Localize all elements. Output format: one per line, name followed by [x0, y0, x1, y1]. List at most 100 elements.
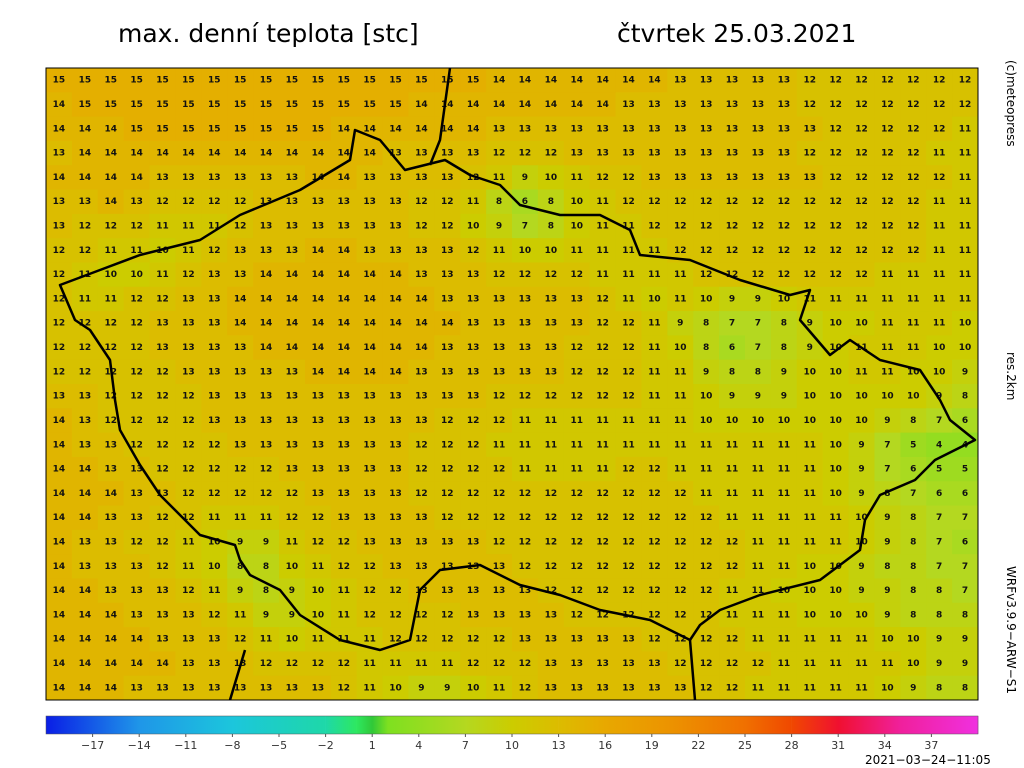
field-cell — [615, 189, 642, 215]
field-cell — [201, 432, 228, 458]
field-cell — [615, 311, 642, 336]
field-cell — [408, 92, 435, 118]
grid-value: 12 — [570, 392, 583, 402]
field-cell — [201, 92, 228, 118]
grid-value: 12 — [933, 124, 946, 134]
grid-value: 12 — [545, 562, 558, 572]
field-cell — [667, 456, 694, 482]
grid-value: 11 — [312, 562, 325, 572]
field-cell — [460, 335, 487, 361]
grid-value: 7 — [884, 465, 890, 475]
field-cell — [537, 554, 565, 579]
field-cell — [512, 165, 539, 191]
grid-value: 12 — [545, 513, 558, 523]
grid-value: 11 — [674, 465, 687, 475]
grid-value: 11 — [519, 465, 532, 475]
grid-value: 12 — [312, 538, 325, 548]
field-cell — [227, 140, 254, 166]
field-cell — [486, 238, 513, 263]
field-cell — [486, 92, 513, 118]
field-cell — [434, 213, 461, 239]
grid-value: 14 — [312, 343, 325, 353]
field-cell — [745, 92, 772, 118]
grid-value: 12 — [415, 465, 428, 475]
field-cell — [848, 238, 875, 263]
field-cell — [615, 578, 642, 604]
field-cell — [926, 554, 953, 579]
grid-value: 12 — [907, 100, 920, 110]
field-cell — [615, 675, 642, 701]
field-cell — [175, 651, 202, 677]
grid-value: 11 — [622, 294, 635, 304]
grid-value: 12 — [726, 246, 739, 256]
grid-value: 12 — [907, 76, 920, 86]
field-cell — [71, 529, 99, 555]
field-cell — [926, 456, 953, 482]
grid-value: 14 — [53, 489, 66, 499]
grid-value: 12 — [674, 197, 687, 207]
field-cell — [304, 505, 332, 531]
grid-value: 10 — [907, 659, 920, 669]
grid-value: 10 — [803, 586, 816, 596]
grid-value: 14 — [545, 76, 558, 86]
field-cell — [615, 627, 642, 652]
grid-value: 11 — [415, 659, 428, 669]
grid-value: 5 — [962, 465, 968, 475]
field-cell — [46, 116, 73, 142]
grid-value: 10 — [803, 416, 816, 426]
field-cell — [796, 408, 824, 434]
grid-value: 15 — [260, 76, 273, 86]
field-cell — [201, 408, 228, 434]
grid-value: 14 — [53, 173, 66, 183]
field-cell — [304, 602, 332, 628]
field-cell — [926, 651, 953, 677]
field-cell — [486, 675, 513, 701]
field-cell — [330, 311, 358, 336]
grid-value: 13 — [519, 319, 532, 329]
field-cell — [253, 384, 280, 409]
field-cell — [123, 189, 151, 215]
field-cell — [719, 481, 746, 507]
field-cell — [641, 213, 668, 239]
grid-value: 12 — [674, 635, 687, 645]
field-cell — [537, 238, 565, 263]
field-cell — [822, 675, 850, 701]
field-cell — [537, 456, 565, 482]
grid-value: 14 — [104, 197, 117, 207]
field-cell — [382, 335, 409, 361]
field-cell — [149, 627, 176, 652]
field-cell — [822, 578, 850, 604]
field-cell — [279, 529, 306, 555]
field-cell — [719, 627, 746, 652]
grid-value: 13 — [596, 659, 609, 669]
field-cell — [512, 554, 539, 579]
field-cell — [589, 189, 617, 215]
field-cell — [330, 359, 358, 385]
field-cell — [563, 335, 591, 361]
grid-value: 12 — [959, 100, 972, 110]
field-cell — [408, 505, 435, 531]
map-field — [46, 68, 979, 701]
field-cell — [719, 408, 746, 434]
grid-value: 15 — [79, 100, 92, 110]
field-cell — [667, 481, 694, 507]
grid-value: 12 — [493, 392, 506, 402]
grid-value: 12 — [596, 319, 609, 329]
grid-value: 8 — [548, 222, 554, 232]
field-cell — [563, 286, 591, 312]
field-cell — [330, 286, 358, 312]
grid-value: 13 — [674, 173, 687, 183]
colorbar-tick-label: 16 — [598, 739, 612, 752]
field-cell — [952, 505, 979, 531]
field-cell — [822, 335, 850, 361]
grid-value: 13 — [234, 343, 247, 353]
grid-value: 12 — [855, 149, 868, 159]
grid-value: 10 — [829, 610, 842, 620]
field-cell — [537, 529, 565, 555]
grid-value: 14 — [415, 100, 428, 110]
grid-value: 13 — [519, 294, 532, 304]
field-cell — [304, 456, 332, 482]
colorbar-tick-label: 1 — [369, 739, 376, 752]
field-cell — [641, 529, 668, 555]
grid-value: 7 — [936, 416, 942, 426]
